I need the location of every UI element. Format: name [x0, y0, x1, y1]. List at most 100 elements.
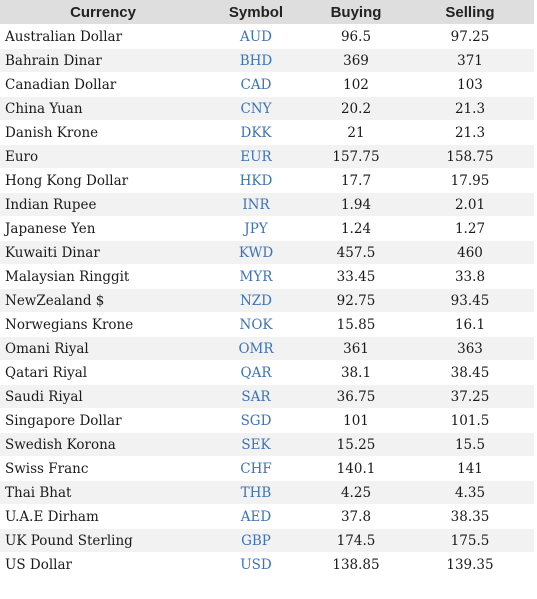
buying-rate: 174.5	[306, 528, 406, 553]
selling-rate: 158.75	[406, 144, 534, 169]
symbol-column-header: Symbol	[206, 0, 306, 25]
buying-rate: 15.85	[306, 312, 406, 337]
buying-column-header: Buying	[306, 0, 406, 25]
currency-name: Swiss Franc	[0, 456, 206, 481]
currency-symbol: SAR	[206, 384, 306, 409]
table-row: Japanese Yen JPY 1.24 1.27	[0, 216, 534, 241]
currency-symbol: AUD	[206, 24, 306, 49]
selling-rate: 4.35	[406, 480, 534, 505]
table-row: Saudi Riyal SAR 36.75 37.25	[0, 384, 534, 409]
selling-rate: 21.3	[406, 120, 534, 145]
selling-rate: 460	[406, 240, 534, 265]
currency-name: Australian Dollar	[0, 24, 206, 49]
currency-symbol: OMR	[206, 336, 306, 361]
table-row: Omani Riyal OMR 361 363	[0, 336, 534, 361]
table-row: Indian Rupee INR 1.94 2.01	[0, 192, 534, 217]
buying-rate: 157.75	[306, 144, 406, 169]
selling-rate: 38.35	[406, 504, 534, 529]
currency-symbol: HKD	[206, 168, 306, 193]
selling-rate: 17.95	[406, 168, 534, 193]
buying-rate: 140.1	[306, 456, 406, 481]
currency-name: Euro	[0, 144, 206, 169]
table-row: Kuwaiti Dinar KWD 457.5 460	[0, 240, 534, 265]
buying-rate: 36.75	[306, 384, 406, 409]
table-row: Euro EUR 157.75 158.75	[0, 144, 534, 169]
selling-rate: 2.01	[406, 192, 534, 217]
currency-symbol: CNY	[206, 96, 306, 121]
currency-symbol: AED	[206, 504, 306, 529]
exchange-rates-table: Currency Symbol Buying Selling Australia…	[0, 0, 534, 577]
currency-symbol: SEK	[206, 432, 306, 457]
table-row: China Yuan CNY 20.2 21.3	[0, 96, 534, 121]
selling-rate: 16.1	[406, 312, 534, 337]
currency-column-header: Currency	[0, 0, 206, 25]
currency-name: US Dollar	[0, 552, 206, 577]
currency-name: China Yuan	[0, 96, 206, 121]
header-row: Currency Symbol Buying Selling	[0, 0, 534, 25]
buying-rate: 138.85	[306, 552, 406, 577]
currency-name: Indian Rupee	[0, 192, 206, 217]
selling-rate: 21.3	[406, 96, 534, 121]
buying-rate: 15.25	[306, 432, 406, 457]
currency-name: Japanese Yen	[0, 216, 206, 241]
buying-rate: 37.8	[306, 504, 406, 529]
currency-name: Canadian Dollar	[0, 72, 206, 97]
buying-rate: 1.24	[306, 216, 406, 241]
table-row: Hong Kong Dollar HKD 17.7 17.95	[0, 168, 534, 193]
selling-rate: 139.35	[406, 552, 534, 577]
buying-rate: 33.45	[306, 264, 406, 289]
table-row: Danish Krone DKK 21 21.3	[0, 120, 534, 145]
selling-rate: 1.27	[406, 216, 534, 241]
currency-symbol: EUR	[206, 144, 306, 169]
currency-symbol: NOK	[206, 312, 306, 337]
table-row: US Dollar USD 138.85 139.35	[0, 552, 534, 577]
table-row: Malaysian Ringgit MYR 33.45 33.8	[0, 264, 534, 289]
table-row: NewZealand $ NZD 92.75 93.45	[0, 288, 534, 313]
currency-symbol: CHF	[206, 456, 306, 481]
selling-rate: 371	[406, 48, 534, 73]
currency-name: Malaysian Ringgit	[0, 264, 206, 289]
table-row: Singapore Dollar SGD 101 101.5	[0, 408, 534, 433]
currency-name: Kuwaiti Dinar	[0, 240, 206, 265]
buying-rate: 457.5	[306, 240, 406, 265]
buying-rate: 20.2	[306, 96, 406, 121]
currency-symbol: KWD	[206, 240, 306, 265]
currency-symbol: GBP	[206, 528, 306, 553]
table-row: Qatari Riyal QAR 38.1 38.45	[0, 360, 534, 385]
currency-name: Qatari Riyal	[0, 360, 206, 385]
selling-rate: 363	[406, 336, 534, 361]
currency-symbol: JPY	[206, 216, 306, 241]
buying-rate: 4.25	[306, 480, 406, 505]
buying-rate: 369	[306, 48, 406, 73]
buying-rate: 361	[306, 336, 406, 361]
table-row: Thai Bhat THB 4.25 4.35	[0, 480, 534, 505]
currency-name: U.A.E Dirham	[0, 504, 206, 529]
currency-symbol: CAD	[206, 72, 306, 97]
table-row: Swedish Korona SEK 15.25 15.5	[0, 432, 534, 457]
buying-rate: 38.1	[306, 360, 406, 385]
selling-rate: 37.25	[406, 384, 534, 409]
currency-symbol: SGD	[206, 408, 306, 433]
buying-rate: 102	[306, 72, 406, 97]
currency-name: Norwegians Krone	[0, 312, 206, 337]
table-row: Norwegians Krone NOK 15.85 16.1	[0, 312, 534, 337]
buying-rate: 92.75	[306, 288, 406, 313]
selling-column-header: Selling	[406, 0, 534, 25]
buying-rate: 21	[306, 120, 406, 145]
currency-name: Saudi Riyal	[0, 384, 206, 409]
currency-symbol: THB	[206, 480, 306, 505]
selling-rate: 97.25	[406, 24, 534, 49]
currency-symbol: BHD	[206, 48, 306, 73]
currency-name: NewZealand $	[0, 288, 206, 313]
currency-name: Swedish Korona	[0, 432, 206, 457]
currency-name: Thai Bhat	[0, 480, 206, 505]
selling-rate: 93.45	[406, 288, 534, 313]
table-row: Australian Dollar AUD 96.5 97.25	[0, 24, 534, 49]
currency-name: Hong Kong Dollar	[0, 168, 206, 193]
currency-name: Singapore Dollar	[0, 408, 206, 433]
buying-rate: 1.94	[306, 192, 406, 217]
currency-name: Omani Riyal	[0, 336, 206, 361]
selling-rate: 101.5	[406, 408, 534, 433]
table-row: Swiss Franc CHF 140.1 141	[0, 456, 534, 481]
currency-symbol: MYR	[206, 264, 306, 289]
